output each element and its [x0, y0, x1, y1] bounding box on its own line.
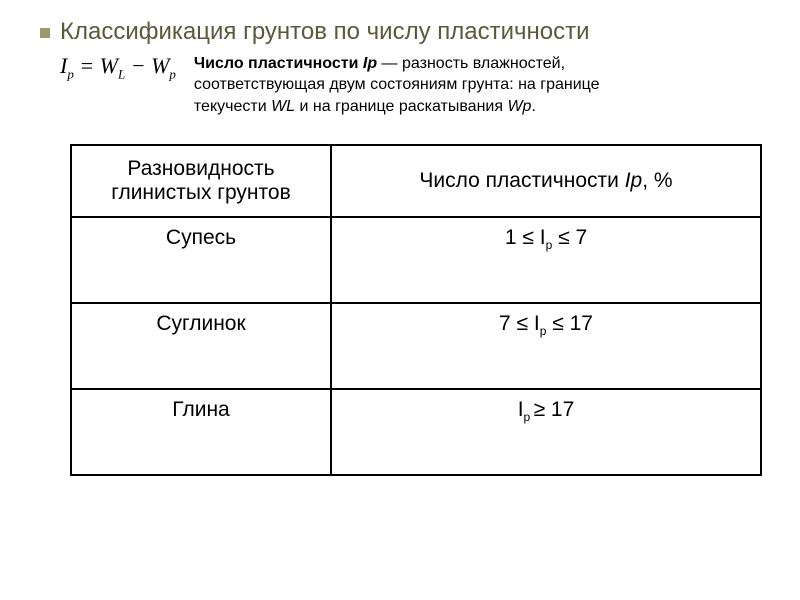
cell-soil-type: Глина: [71, 389, 331, 475]
page-title: Классификация грунтов по числу пластично…: [60, 18, 590, 47]
title-row: Классификация грунтов по числу пластично…: [40, 18, 760, 47]
table-row: Суглинок 7 ≤ Ip ≤ 17: [71, 303, 761, 389]
header-soil-type: Разновидность глинистых грунтов: [71, 145, 331, 217]
classification-table: Разновидность глинистых грунтов Число пл…: [70, 144, 762, 476]
table-header-row: Разновидность глинистых грунтов Число пл…: [71, 145, 761, 217]
cell-plasticity: Ip ≥ 17: [331, 389, 761, 475]
header-plasticity: Число пластичности Ip, %: [331, 145, 761, 217]
cell-plasticity: 1 ≤ Ip ≤ 7: [331, 217, 761, 303]
bullet-icon: [40, 28, 50, 38]
cell-soil-type: Суглинок: [71, 303, 331, 389]
subheading: Ip = WL − Wp Число пластичности Ip — раз…: [60, 53, 760, 118]
slide: Классификация грунтов по числу пластично…: [0, 0, 800, 600]
formula: Ip = WL − Wp: [60, 53, 194, 82]
table-container: Разновидность глинистых грунтов Число пл…: [70, 144, 760, 476]
table-row: Глина Ip ≥ 17: [71, 389, 761, 475]
cell-soil-type: Супесь: [71, 217, 331, 303]
definition: Число пластичности Ip — разность влажнос…: [194, 53, 654, 118]
table-row: Супесь 1 ≤ Ip ≤ 7: [71, 217, 761, 303]
cell-plasticity: 7 ≤ Ip ≤ 17: [331, 303, 761, 389]
